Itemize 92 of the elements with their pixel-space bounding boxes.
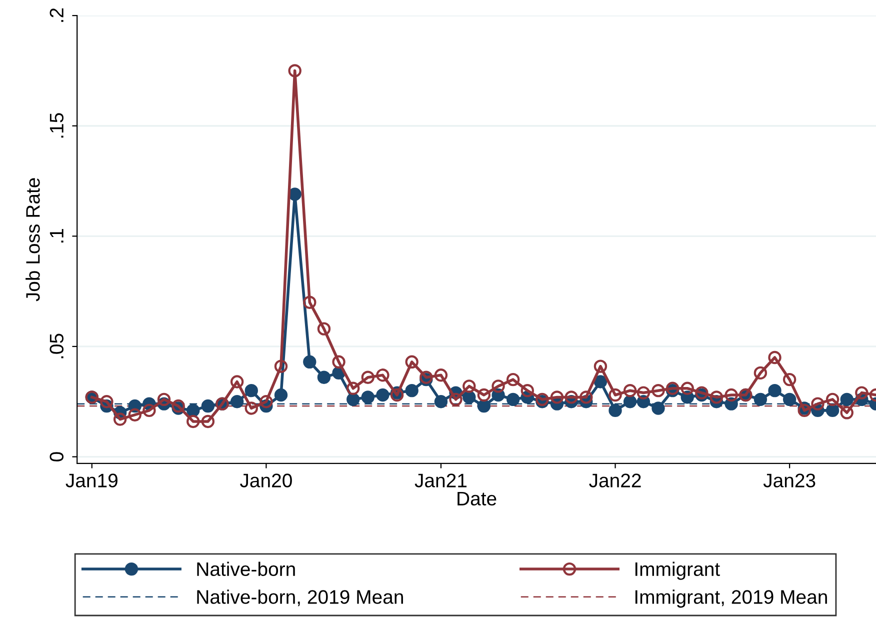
point (492, 380, 505, 393)
point (840, 406, 854, 420)
point (390, 388, 404, 402)
point (434, 368, 448, 382)
point (695, 386, 708, 400)
point (260, 395, 273, 408)
point (303, 355, 316, 369)
point (594, 360, 608, 373)
point (768, 384, 782, 398)
point (580, 390, 593, 404)
point (724, 388, 738, 402)
point (710, 390, 724, 404)
point (462, 390, 476, 404)
point (594, 375, 608, 388)
y-tick-label: .1 (50, 229, 64, 242)
legend-label: Native-born (197, 562, 295, 576)
point (142, 404, 156, 418)
point (274, 360, 288, 373)
point (434, 395, 448, 408)
y-tick-label: .05 (50, 334, 64, 358)
point (477, 399, 491, 413)
y-axis-title: Job Loss Rate (26, 178, 40, 302)
point (100, 395, 114, 408)
legend-label: Immigrant (635, 562, 720, 580)
point (636, 386, 650, 400)
point (128, 408, 142, 422)
point (520, 384, 534, 398)
point (550, 390, 564, 404)
x-tick-label: Jan23 (763, 474, 816, 488)
point (113, 412, 127, 426)
point (420, 370, 433, 384)
legend-label: Native-born, 2019 Mean (197, 590, 403, 606)
point (244, 402, 258, 415)
point (201, 399, 215, 413)
x-axis-title: Date (458, 492, 496, 506)
point (826, 404, 840, 418)
point (768, 350, 782, 364)
point (652, 384, 665, 398)
x-tick-label: Jan19 (66, 474, 118, 488)
point (376, 388, 390, 402)
point (303, 296, 316, 309)
y-tick-label: .15 (50, 113, 64, 138)
point (405, 384, 418, 398)
point (782, 372, 796, 386)
point (201, 414, 215, 428)
y-tick-label: .2 (50, 8, 64, 22)
point (652, 402, 665, 415)
y-tick-label: 0 (50, 452, 64, 462)
point (623, 384, 637, 398)
point (462, 380, 476, 393)
point (680, 382, 694, 395)
point (361, 370, 375, 384)
point (536, 392, 549, 406)
x-tick-label: Jan22 (589, 474, 641, 488)
point (274, 388, 288, 402)
x-tick-label: Jan21 (414, 474, 467, 488)
point (361, 390, 375, 404)
point (186, 414, 200, 428)
point (608, 404, 622, 418)
point (346, 382, 360, 395)
point (244, 384, 258, 398)
point (623, 395, 637, 408)
point (782, 392, 796, 406)
point (564, 390, 578, 404)
point (811, 397, 824, 410)
point (826, 392, 840, 406)
point (798, 404, 811, 418)
point (754, 392, 768, 406)
point (172, 399, 185, 413)
legend-label: Immigrant, 2019 Mean (635, 590, 827, 608)
point (477, 388, 491, 402)
point (840, 392, 854, 406)
point (449, 392, 462, 406)
point (405, 355, 418, 369)
point (376, 368, 390, 382)
x-tick-label: Jan20 (240, 474, 292, 488)
point (230, 395, 244, 408)
point (288, 64, 302, 78)
point (186, 404, 200, 418)
point (346, 392, 360, 406)
point (317, 322, 331, 336)
point (608, 388, 622, 402)
point (230, 375, 244, 388)
point (288, 188, 302, 201)
point (332, 355, 346, 369)
point (754, 366, 768, 380)
point (317, 370, 331, 384)
point (855, 386, 868, 400)
point (506, 392, 520, 406)
point (157, 392, 171, 406)
point (666, 382, 680, 395)
point (506, 372, 520, 386)
